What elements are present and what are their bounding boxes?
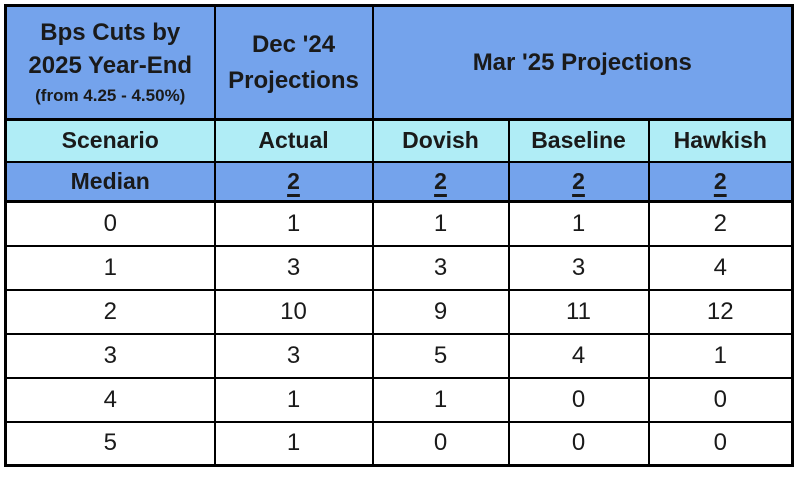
scenario-cell: 1 — [4, 244, 216, 291]
scenario-cell: 3 — [4, 332, 216, 379]
table-row: 1 3 3 3 4 — [4, 244, 794, 291]
column-header-hawkish: Hawkish — [647, 118, 794, 163]
table-row: 2 10 9 11 12 — [4, 288, 794, 335]
column-header-actual: Actual — [213, 118, 374, 163]
dec24-line-2: Projections — [228, 66, 359, 94]
value-cell: 0 — [371, 420, 510, 467]
value-cell: 1 — [507, 200, 650, 247]
header-cell-mar25-projections: Mar '25 Projections — [371, 4, 794, 121]
value-cell: 3 — [507, 244, 650, 291]
value-cell: 4 — [647, 244, 794, 291]
column-header-scenario: Scenario — [4, 118, 216, 163]
value-cell: 1 — [371, 376, 510, 423]
value-cell: 1 — [213, 200, 374, 247]
value-cell: 1 — [371, 200, 510, 247]
table-row: 5 1 0 0 0 — [4, 420, 794, 467]
median-value-dovish: 2 — [371, 160, 510, 203]
value-cell: 12 — [647, 288, 794, 335]
value-cell: 1 — [213, 376, 374, 423]
value-cell: 10 — [213, 288, 374, 335]
title-line-1: Bps Cuts by — [40, 18, 181, 46]
value-cell: 3 — [213, 244, 374, 291]
column-header-dovish: Dovish — [371, 118, 510, 163]
value-cell: 0 — [647, 420, 794, 467]
value-cell: 1 — [213, 420, 374, 467]
median-row: Median 2 2 2 2 — [4, 160, 794, 203]
group-header-row: Bps Cuts by 2025 Year-End (from 4.25 - 4… — [4, 4, 794, 121]
table-container: Bps Cuts by 2025 Year-End (from 4.25 - 4… — [4, 4, 795, 467]
dec24-line-1: Dec '24 — [251, 30, 336, 58]
median-value-actual: 2 — [213, 160, 374, 203]
value-cell: 9 — [371, 288, 510, 335]
scenario-cell: 0 — [4, 200, 216, 247]
value-cell: 11 — [507, 288, 650, 335]
title-subtext: (from 4.25 - 4.50%) — [35, 85, 186, 105]
value-cell: 0 — [647, 376, 794, 423]
value-cell: 3 — [371, 244, 510, 291]
median-value-baseline: 2 — [507, 160, 650, 203]
table-row: 3 3 5 4 1 — [4, 332, 794, 379]
title-line-2: 2025 Year-End — [28, 51, 193, 79]
value-cell: 1 — [647, 332, 794, 379]
value-cell: 3 — [213, 332, 374, 379]
scenario-cell: 2 — [4, 288, 216, 335]
value-cell: 2 — [647, 200, 794, 247]
value-cell: 0 — [507, 376, 650, 423]
column-header-baseline: Baseline — [507, 118, 650, 163]
table-row: 4 1 1 0 0 — [4, 376, 794, 423]
value-cell: 5 — [371, 332, 510, 379]
value-cell: 4 — [507, 332, 650, 379]
column-header-row: Scenario Actual Dovish Baseline Hawkish — [4, 118, 794, 163]
projection-table: Bps Cuts by 2025 Year-End (from 4.25 - 4… — [4, 4, 795, 467]
median-row-label: Median — [4, 160, 216, 203]
header-cell-dec24-projections: Dec '24 Projections — [213, 4, 374, 121]
value-cell: 0 — [507, 420, 650, 467]
median-value-hawkish: 2 — [647, 160, 794, 203]
scenario-cell: 5 — [4, 420, 216, 467]
table-row: 0 1 1 1 2 — [4, 200, 794, 247]
header-cell-bps-cuts: Bps Cuts by 2025 Year-End (from 4.25 - 4… — [4, 4, 216, 121]
scenario-cell: 4 — [4, 376, 216, 423]
